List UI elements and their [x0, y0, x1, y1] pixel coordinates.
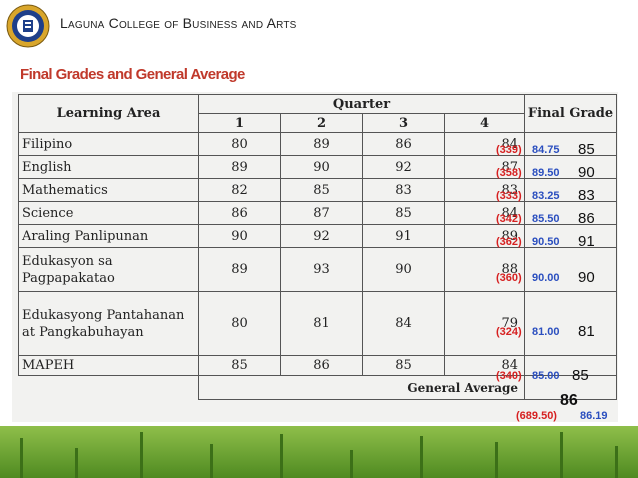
grade-cell: 81	[280, 291, 363, 356]
final-grade-cell	[524, 178, 617, 202]
grade-cell: 86	[362, 132, 445, 156]
grade-cell: 79	[444, 291, 525, 356]
final-grade-cell	[524, 247, 617, 292]
grass-decoration	[0, 426, 638, 478]
sum-annotation: (340)	[496, 370, 522, 382]
general-average-exact: 86.19	[580, 410, 608, 422]
sum-annotation: (362)	[496, 236, 522, 248]
table-row: Edukasyong Pantahanan at Pangkabuhayan 8…	[18, 291, 617, 356]
final-grade: 85	[572, 367, 589, 384]
table-row: Science 86 87 85 84	[18, 201, 617, 225]
subject-name: Araling Panlipunan	[18, 224, 199, 248]
final-grade: 91	[578, 233, 595, 250]
header-quarter-2: 2	[280, 113, 363, 133]
grade-cell: 83	[362, 178, 445, 202]
grade-cell: 89	[444, 224, 525, 248]
sum-annotation: (324)	[496, 326, 522, 338]
subject-name: Mathematics	[18, 178, 199, 202]
grade-cell: 88	[444, 247, 525, 292]
grade-cell: 86	[198, 201, 281, 225]
final-grade: 85	[578, 141, 595, 158]
grade-cell: 90	[198, 224, 281, 248]
average-annotation: 83.25	[532, 190, 560, 202]
grade-cell: 86	[280, 355, 363, 376]
final-grade-cell	[524, 224, 617, 248]
header-quarter-3: 3	[362, 113, 445, 133]
grade-cell: 85	[198, 355, 281, 376]
final-grade: 90	[578, 269, 595, 286]
header-quarter-1: 1	[198, 113, 281, 133]
average-annotation: 81.00	[532, 326, 560, 338]
average-annotation: 85.00	[532, 370, 560, 382]
general-average-sum: (689.50)	[516, 410, 557, 422]
grade-cell: 84	[444, 201, 525, 225]
grade-cell: 80	[198, 291, 281, 356]
table-row: MAPEH 85 86 85 84	[18, 355, 617, 376]
average-annotation: 89.50	[532, 167, 560, 179]
grade-cell: 85	[362, 355, 445, 376]
header-quarter-4: 4	[444, 113, 525, 133]
grade-cell: 93	[280, 247, 363, 292]
header-learning-area: Learning Area	[18, 94, 199, 133]
grade-cell: 90	[280, 155, 363, 179]
grades-table: Learning Area Quarter Final Grade 1 2 3 …	[18, 94, 617, 400]
sum-annotation: (360)	[496, 272, 522, 284]
header-quarter: Quarter	[198, 94, 525, 114]
header-final-grade: Final Grade	[524, 94, 617, 133]
general-average-label: General Average	[198, 375, 525, 400]
average-annotation: 90.50	[532, 236, 560, 248]
sum-annotation: (342)	[496, 213, 522, 225]
subject-name: Science	[18, 201, 199, 225]
general-average-cell	[524, 375, 617, 400]
final-grade: 81	[578, 323, 595, 340]
sum-annotation: (339)	[496, 144, 522, 156]
grade-cell: 84	[362, 291, 445, 356]
header: Laguna College of Business and Arts	[0, 0, 638, 52]
table-row: Edukasyon sa Pagpapakatao 89 93 90 88	[18, 247, 617, 292]
grade-cell: 89	[280, 132, 363, 156]
final-grade: 90	[578, 164, 595, 181]
final-grade: 86	[578, 210, 595, 227]
subject-name: English	[18, 155, 199, 179]
grade-cell: 87	[444, 155, 525, 179]
school-name: Laguna College of Business and Arts	[60, 15, 297, 31]
grade-cell: 85	[362, 201, 445, 225]
subject-name: Filipino	[18, 132, 199, 156]
average-annotation: 84.75	[532, 144, 560, 156]
subject-name: MAPEH	[18, 355, 199, 376]
grade-cell: 91	[362, 224, 445, 248]
final-grade: 83	[578, 187, 595, 204]
page-title: Final Grades and General Average	[20, 66, 245, 83]
table-row: Mathematics 82 85 83 83	[18, 178, 617, 202]
final-grade-cell	[524, 291, 617, 356]
subject-name: Edukasyong Pantahanan at Pangkabuhayan	[18, 291, 199, 356]
sum-annotation: (333)	[496, 190, 522, 202]
sum-annotation: (358)	[496, 167, 522, 179]
table-row: English 89 90 92 87	[18, 155, 617, 179]
grade-cell: 92	[280, 224, 363, 248]
subject-name: Edukasyon sa Pagpapakatao	[18, 247, 199, 292]
general-average-value: 86	[560, 392, 578, 409]
table-row: Filipino 80 89 86 84	[18, 132, 617, 156]
grade-cell: 80	[198, 132, 281, 156]
average-annotation: 85.50	[532, 213, 560, 225]
grade-cell: 92	[362, 155, 445, 179]
grade-cell: 87	[280, 201, 363, 225]
grade-cell: 89	[198, 247, 281, 292]
grade-cell: 85	[280, 178, 363, 202]
grade-cell: 83	[444, 178, 525, 202]
grade-cell: 82	[198, 178, 281, 202]
general-average-row: General Average	[19, 375, 617, 400]
college-seal-icon	[6, 4, 50, 48]
grade-cell: 84	[444, 355, 525, 376]
grade-cell: 89	[198, 155, 281, 179]
table-row: Araling Panlipunan 90 92 91 89	[18, 224, 617, 248]
grade-cell: 90	[362, 247, 445, 292]
average-annotation: 90.00	[532, 272, 560, 284]
